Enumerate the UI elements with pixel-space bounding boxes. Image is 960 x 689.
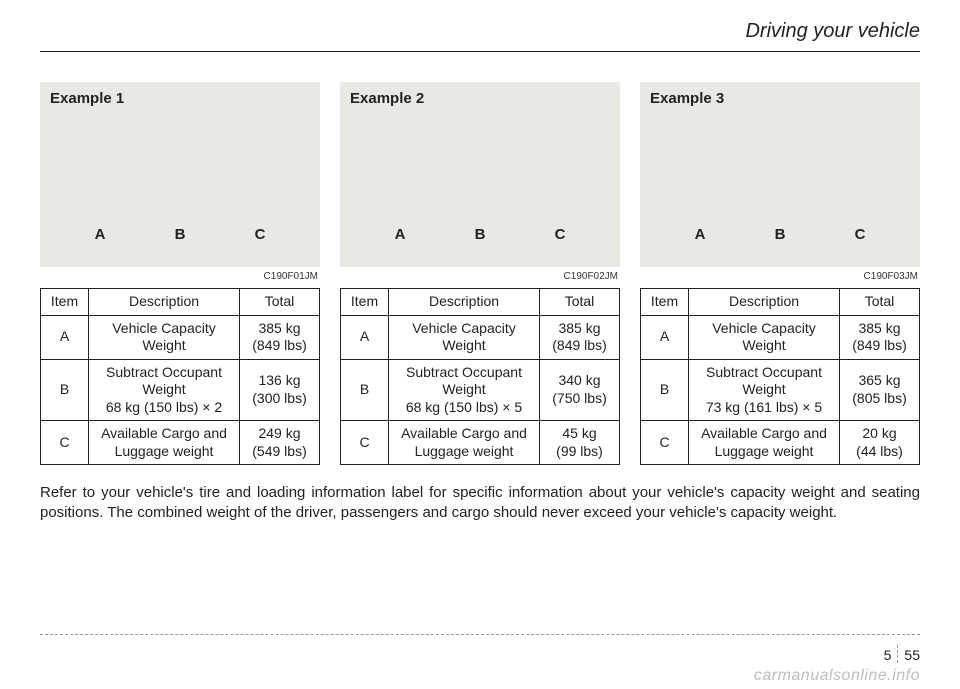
image-code: C190F01JM xyxy=(40,271,318,282)
label-a: A xyxy=(695,226,706,243)
data-table: Item Description Total A Vehicle Capacit… xyxy=(640,288,920,465)
data-table: Item Description Total A Vehicle Capacit… xyxy=(340,288,620,465)
cell-desc: Subtract OccupantWeight68 kg (150 lbs) ×… xyxy=(89,359,240,421)
page-number-value: 55 xyxy=(904,647,920,663)
example-panel: Example 1 A B C xyxy=(40,82,320,267)
label-c: C xyxy=(255,226,266,243)
cell-total: 20 kg(44 lbs) xyxy=(840,421,920,465)
image-code: C190F02JM xyxy=(340,271,618,282)
table-row: B Subtract OccupantWeight68 kg (150 lbs)… xyxy=(341,359,620,421)
label-b: B xyxy=(475,226,486,243)
th-desc: Description xyxy=(689,289,840,316)
cell-total: 385 kg(849 lbs) xyxy=(840,315,920,359)
th-desc: Description xyxy=(89,289,240,316)
header-title: Driving your vehicle xyxy=(745,20,920,42)
label-b: B xyxy=(175,226,186,243)
examples-row: Example 1 A B C C190F01JM Item Descripti… xyxy=(40,82,920,465)
th-total: Total xyxy=(240,289,320,316)
cell-item: A xyxy=(341,315,389,359)
cell-desc: Available Cargo andLuggage weight xyxy=(89,421,240,465)
cell-total: 385 kg(849 lbs) xyxy=(240,315,320,359)
body-paragraph: Refer to your vehicle's tire and loading… xyxy=(40,483,920,524)
cell-desc: Vehicle CapacityWeight xyxy=(689,315,840,359)
th-item: Item xyxy=(41,289,89,316)
example-title: Example 1 xyxy=(50,90,310,107)
label-a: A xyxy=(395,226,406,243)
table-header-row: Item Description Total xyxy=(41,289,320,316)
cell-item: B xyxy=(641,359,689,421)
abc-labels: A B C xyxy=(640,226,920,243)
label-b: B xyxy=(775,226,786,243)
cell-desc: Available Cargo andLuggage weight xyxy=(389,421,540,465)
cell-item: B xyxy=(341,359,389,421)
watermark: carmanualsonline.info xyxy=(754,667,920,685)
cell-total: 136 kg(300 lbs) xyxy=(240,359,320,421)
example-panel: Example 3 A B C xyxy=(640,82,920,267)
cell-item: C xyxy=(341,421,389,465)
table-row: C Available Cargo andLuggage weight 20 k… xyxy=(641,421,920,465)
th-desc: Description xyxy=(389,289,540,316)
table-row: B Subtract OccupantWeight68 kg (150 lbs)… xyxy=(41,359,320,421)
th-item: Item xyxy=(641,289,689,316)
table-row: A Vehicle CapacityWeight 385 kg(849 lbs) xyxy=(641,315,920,359)
image-code: C190F03JM xyxy=(640,271,918,282)
cell-total: 365 kg(805 lbs) xyxy=(840,359,920,421)
cell-total: 45 kg(99 lbs) xyxy=(540,421,620,465)
cell-item: A xyxy=(41,315,89,359)
cell-desc: Subtract OccupantWeight68 kg (150 lbs) ×… xyxy=(389,359,540,421)
abc-labels: A B C xyxy=(40,226,320,243)
example-column: Example 2 A B C C190F02JM Item Descripti… xyxy=(340,82,620,465)
cell-item: A xyxy=(641,315,689,359)
cell-desc: Vehicle CapacityWeight xyxy=(89,315,240,359)
example-title: Example 3 xyxy=(650,90,910,107)
label-a: A xyxy=(95,226,106,243)
cell-desc: Subtract OccupantWeight73 kg (161 lbs) ×… xyxy=(689,359,840,421)
data-table: Item Description Total A Vehicle Capacit… xyxy=(40,288,320,465)
table-row: B Subtract OccupantWeight73 kg (161 lbs)… xyxy=(641,359,920,421)
table-row: A Vehicle CapacityWeight 385 kg(849 lbs) xyxy=(41,315,320,359)
page-separator xyxy=(897,645,898,663)
table-row: C Available Cargo andLuggage weight 45 k… xyxy=(341,421,620,465)
example-title: Example 2 xyxy=(350,90,610,107)
header-rule xyxy=(40,51,920,52)
cell-item: C xyxy=(41,421,89,465)
footer-rule xyxy=(40,634,920,635)
cell-item: B xyxy=(41,359,89,421)
example-panel: Example 2 A B C xyxy=(340,82,620,267)
cell-total: 340 kg(750 lbs) xyxy=(540,359,620,421)
cell-total: 249 kg(549 lbs) xyxy=(240,421,320,465)
th-total: Total xyxy=(540,289,620,316)
page-number: 5 55 xyxy=(884,645,920,663)
cell-total: 385 kg(849 lbs) xyxy=(540,315,620,359)
chapter-number: 5 xyxy=(884,647,892,663)
abc-labels: A B C xyxy=(340,226,620,243)
table-row: A Vehicle CapacityWeight 385 kg(849 lbs) xyxy=(341,315,620,359)
table-header-row: Item Description Total xyxy=(341,289,620,316)
cell-item: C xyxy=(641,421,689,465)
table-row: C Available Cargo andLuggage weight 249 … xyxy=(41,421,320,465)
th-total: Total xyxy=(840,289,920,316)
example-column: Example 1 A B C C190F01JM Item Descripti… xyxy=(40,82,320,465)
table-header-row: Item Description Total xyxy=(641,289,920,316)
page-header: Driving your vehicle xyxy=(40,20,920,47)
th-item: Item xyxy=(341,289,389,316)
cell-desc: Available Cargo andLuggage weight xyxy=(689,421,840,465)
label-c: C xyxy=(855,226,866,243)
example-column: Example 3 A B C C190F03JM Item Descripti… xyxy=(640,82,920,465)
cell-desc: Vehicle CapacityWeight xyxy=(389,315,540,359)
label-c: C xyxy=(555,226,566,243)
